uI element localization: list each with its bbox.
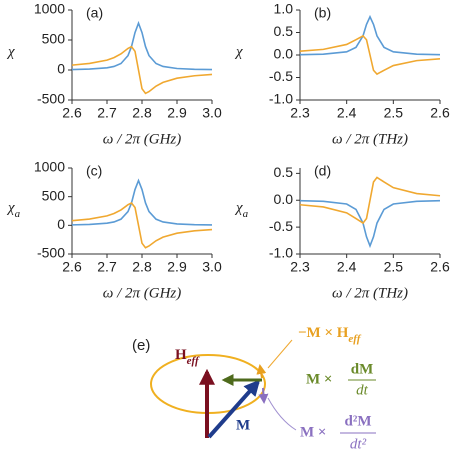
y-label-symbol: χ bbox=[6, 200, 15, 216]
panel-label: (b) bbox=[314, 5, 331, 21]
x-tick-label: 2.9 bbox=[167, 105, 187, 121]
x-tick-label: 2.8 bbox=[132, 105, 152, 121]
y-tick-label: -1.0 bbox=[269, 91, 293, 107]
y-tick-label: -0.5 bbox=[269, 218, 293, 234]
x-tick-label: 2.4 bbox=[337, 259, 357, 275]
precession-text: −M × H bbox=[298, 325, 349, 341]
y-tick-label: 1.0 bbox=[274, 1, 294, 17]
series-line bbox=[299, 34, 441, 76]
x-tick-label: 2.5 bbox=[384, 259, 404, 275]
y-tick-label: 0.0 bbox=[274, 191, 294, 207]
precession-arrow bbox=[256, 364, 267, 379]
y-axis-label: χa bbox=[6, 200, 21, 219]
y-tick-label: 0.5 bbox=[274, 164, 294, 180]
precession-sub: eff bbox=[348, 333, 361, 345]
y-tick-label: 1000 bbox=[34, 159, 65, 175]
series-line bbox=[299, 199, 441, 249]
panel-label: (c) bbox=[86, 163, 102, 179]
y-label-symbol: χ bbox=[6, 44, 15, 60]
leader bbox=[267, 397, 297, 431]
inertia-arrow bbox=[258, 387, 269, 404]
y-axis-label: χa bbox=[234, 200, 249, 219]
damping-term: M × bbox=[306, 371, 332, 387]
field-label: Heff bbox=[175, 347, 200, 366]
y-tick-label: 500 bbox=[42, 31, 66, 47]
x-tick-label: 3.0 bbox=[202, 259, 222, 275]
panel-label: (e) bbox=[132, 337, 150, 354]
x-tick-label: 2.5 bbox=[384, 105, 404, 121]
series-line bbox=[299, 176, 441, 225]
y-label-sub: a bbox=[15, 208, 21, 220]
diagram: (e) Heff M −M × Heff M × dM dt M × d²M d… bbox=[132, 325, 376, 452]
y-tick-label: 500 bbox=[42, 187, 66, 203]
y-axis-label: χ bbox=[234, 44, 243, 60]
x-tick-label: 2.7 bbox=[97, 259, 117, 275]
x-tick-label: 2.9 bbox=[167, 259, 187, 275]
leader bbox=[267, 339, 293, 369]
moment-label: M bbox=[236, 417, 250, 433]
damping-den: dt bbox=[356, 382, 369, 398]
x-tick-label: 2.8 bbox=[132, 259, 152, 275]
y-label-symbol: χ bbox=[234, 44, 243, 60]
series-line bbox=[299, 14, 441, 56]
x-tick-label: 2.6 bbox=[430, 259, 450, 275]
x-tick-label: 2.7 bbox=[97, 105, 117, 121]
x-tick-label: 2.6 bbox=[62, 259, 82, 275]
y-label-symbol: χ bbox=[234, 200, 243, 216]
y-label-sub: a bbox=[243, 208, 249, 220]
x-tick-label: 2.3 bbox=[290, 259, 310, 275]
x-tick-label: 2.4 bbox=[337, 105, 357, 121]
precession-term: −M × Heff bbox=[298, 325, 362, 344]
y-tick-label: 0 bbox=[57, 61, 65, 77]
damping-num: dM bbox=[351, 361, 374, 377]
y-axis-label: χ bbox=[6, 44, 15, 60]
y-tick-label: -500 bbox=[37, 91, 65, 107]
x-tick-label: 3.0 bbox=[202, 105, 222, 121]
panel-label: (a) bbox=[86, 5, 103, 21]
x-tick-label: 2.3 bbox=[290, 105, 310, 121]
y-tick-label: -0.5 bbox=[269, 68, 293, 84]
inertia-num: d²M bbox=[345, 413, 372, 429]
x-tick-label: 2.6 bbox=[430, 105, 450, 121]
y-tick-label: 1000 bbox=[34, 1, 65, 17]
field-symbol: H bbox=[175, 347, 187, 363]
panel-label: (d) bbox=[314, 163, 331, 179]
series-line bbox=[71, 45, 213, 95]
series-line bbox=[71, 201, 213, 249]
y-tick-label: 0.5 bbox=[274, 23, 294, 39]
x-tick-label: 2.6 bbox=[62, 105, 82, 121]
x-axis-label: ω / 2π (THz) bbox=[332, 285, 408, 301]
x-axis-label: ω / 2π (GHz) bbox=[103, 285, 182, 301]
inertia-den: dt² bbox=[350, 436, 367, 452]
moment-arrow bbox=[207, 379, 261, 439]
y-tick-label: 0 bbox=[57, 216, 65, 232]
y-tick-label: 0.0 bbox=[274, 46, 294, 62]
inertia-term: M × bbox=[300, 424, 326, 440]
field-sub: eff bbox=[187, 355, 200, 367]
y-tick-label: -500 bbox=[37, 245, 65, 261]
series-line bbox=[71, 178, 213, 226]
x-axis-label: ω / 2π (GHz) bbox=[103, 131, 182, 147]
x-axis-label: ω / 2π (THz) bbox=[332, 131, 408, 147]
series-line bbox=[71, 20, 213, 71]
y-tick-label: -1.0 bbox=[269, 245, 293, 261]
